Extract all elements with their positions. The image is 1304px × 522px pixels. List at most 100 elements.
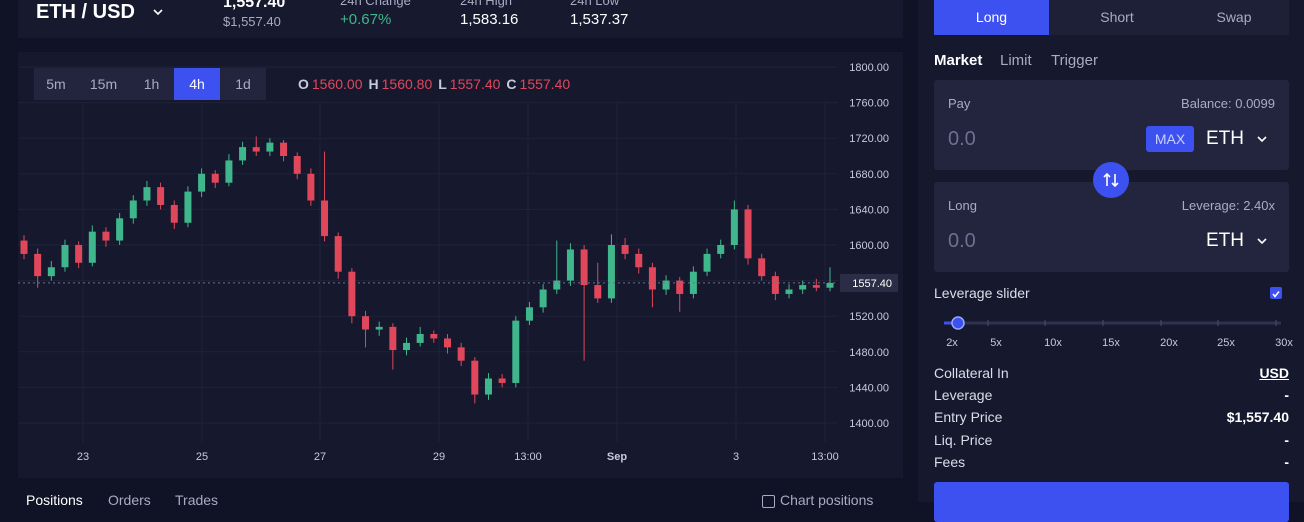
balance: Balance: 0.0099 xyxy=(1181,96,1275,111)
order-type[interactable]: Market xyxy=(934,52,983,69)
slider[interactable]: 2x 5x 10x 15x 20x 25x 30x xyxy=(934,312,1294,352)
timeframe-button[interactable]: 4h xyxy=(174,68,220,100)
info-label: Fees xyxy=(934,453,966,470)
info-value: - xyxy=(1284,387,1289,404)
candle-body xyxy=(362,316,370,330)
stat-value: 1,583.16 xyxy=(460,11,519,28)
candle-body xyxy=(239,147,247,161)
order-type[interactable]: Limit xyxy=(1000,52,1032,69)
x-tick-label: 3 xyxy=(733,451,739,463)
candle-body xyxy=(484,378,492,395)
timeframe-button[interactable]: 5m xyxy=(46,76,66,92)
slider-mark-label: 15x xyxy=(1102,337,1120,349)
info-value: - xyxy=(1284,431,1289,448)
candle-body xyxy=(416,334,424,343)
candle-body xyxy=(594,285,602,299)
stat-value: +0.67% xyxy=(340,11,392,28)
swap-button[interactable] xyxy=(1093,162,1129,198)
chart-panel: 23 25 27 29 13:00 Sep 3 13:00 1800.00 1760.00 1720… xyxy=(18,52,903,478)
tab-short[interactable]: Short xyxy=(1062,0,1172,35)
max-button[interactable]: MAX xyxy=(1146,126,1194,152)
candle-body xyxy=(799,285,807,290)
tab-label: Short xyxy=(1100,9,1134,25)
slider-mark-label: 30x xyxy=(1275,337,1293,349)
timeframe-button[interactable]: 1d xyxy=(235,76,251,92)
x-tick-label: 25 xyxy=(196,451,208,463)
price: 1,557.40 xyxy=(223,0,286,11)
candle-body xyxy=(20,240,28,254)
candle-body xyxy=(826,282,834,288)
swap-icon xyxy=(1103,172,1119,188)
stat-label: 24h High xyxy=(460,0,513,8)
x-tick-label: 23 xyxy=(77,451,89,463)
candle-body xyxy=(334,236,342,272)
ohlc: O 1560.00 H 1560.80 L 1557.40 C 1557.40 xyxy=(298,76,576,92)
tab[interactable]: Positions xyxy=(26,492,83,508)
info-value: - xyxy=(1284,453,1289,470)
y-tick-label: 1720.00 xyxy=(849,133,889,145)
candle-body xyxy=(61,245,69,268)
candle-body xyxy=(88,231,96,263)
submit-button[interactable] xyxy=(934,482,1289,522)
candle-body xyxy=(170,204,178,223)
candle-body xyxy=(34,253,42,277)
tab[interactable]: Trades xyxy=(175,492,219,508)
info-label: Liq. Price xyxy=(934,431,993,448)
candle-body xyxy=(498,378,506,383)
candle-body xyxy=(252,147,260,152)
last-price-box xyxy=(840,273,898,292)
ohlc-value: 1560.80 xyxy=(381,76,433,92)
pay-input[interactable]: 0.0 xyxy=(948,128,976,150)
stat-label: 24h Low xyxy=(570,0,620,8)
pay-label: Pay xyxy=(948,96,971,111)
candle-body xyxy=(457,347,465,361)
candle-body xyxy=(198,173,206,192)
y-tick-label: 1400.00 xyxy=(849,418,889,430)
page: ETH / USD 1,557.40 $1,557.40 24h Change … xyxy=(18,0,1294,522)
slider-thumb[interactable] xyxy=(951,316,965,330)
candle-body xyxy=(375,326,383,330)
timeframe-button[interactable]: 15m xyxy=(89,76,118,92)
ohlc-key: C xyxy=(506,76,517,92)
candle-body xyxy=(129,200,137,219)
receive-input[interactable]: 0.0 xyxy=(948,230,976,252)
slider-mark-label: 5x xyxy=(990,337,1002,349)
candle-body xyxy=(225,160,233,183)
candle-body xyxy=(539,289,547,308)
y-tick-label: 1480.00 xyxy=(849,347,889,359)
y-tick-label: 1760.00 xyxy=(849,98,889,110)
candle-body xyxy=(607,245,615,299)
candle-body xyxy=(785,289,793,294)
chart-positions[interactable]: Chart positions xyxy=(780,492,874,508)
candle-body xyxy=(293,156,301,174)
x-tick-label: Sep xyxy=(607,451,627,463)
candle-body xyxy=(211,173,219,183)
token[interactable]: ETH xyxy=(1206,128,1244,149)
y-tick-label: 1600.00 xyxy=(849,240,889,252)
info-label: Leverage xyxy=(934,387,993,404)
last-price-label: 1557.40 xyxy=(852,278,892,290)
candle-body xyxy=(717,245,725,254)
candle-body xyxy=(321,200,329,237)
tab-swap[interactable]: Swap xyxy=(1179,0,1289,35)
candle-body xyxy=(47,267,55,277)
checkbox[interactable] xyxy=(1270,287,1282,299)
candle-body xyxy=(443,338,451,348)
tab[interactable]: Orders xyxy=(108,492,151,508)
slider-mark-label: 10x xyxy=(1044,337,1062,349)
candle-body xyxy=(75,245,83,263)
x-tick-label: 13:00 xyxy=(514,451,542,463)
slider-mark-label: 20x xyxy=(1160,337,1178,349)
timeframe-button[interactable]: 1h xyxy=(143,76,160,92)
check xyxy=(1272,291,1280,298)
x-tick-label: 13:00 xyxy=(811,451,839,463)
candle-body xyxy=(730,209,738,245)
candle-body xyxy=(703,253,711,272)
order-type[interactable]: Trigger xyxy=(1051,52,1098,69)
candle-body xyxy=(648,267,656,290)
tab-long[interactable]: Long xyxy=(934,0,1049,35)
pair[interactable]: ETH / USD xyxy=(36,1,135,23)
chart: 23 25 27 29 13:00 Sep 3 13:00 1800.00 1760.00 1720… xyxy=(18,62,898,463)
x-tick-label: 27 xyxy=(314,451,326,463)
token[interactable]: ETH xyxy=(1206,230,1244,251)
